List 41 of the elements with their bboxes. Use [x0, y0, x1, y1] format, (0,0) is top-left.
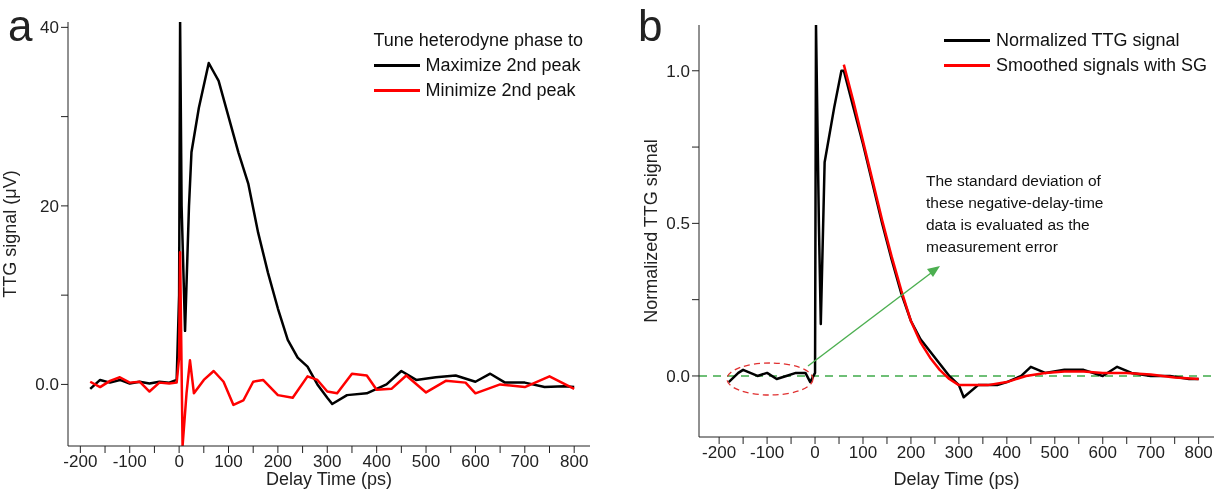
y-tick-label: 1.0 — [666, 61, 690, 81]
x-tick-label: -100 — [112, 452, 147, 472]
x-tick-label: 300 — [313, 452, 342, 472]
legend-label: Smoothed signals with SG — [995, 54, 1207, 77]
y-tick-label: 0.0 — [666, 367, 690, 386]
legend-title: Tune heterodyne phase to — [373, 29, 583, 52]
annotation: The standard deviation of these negative-delay-time data is evaluated as the measurement error — [926, 171, 1105, 257]
x-tick-label: 500 — [1040, 443, 1069, 463]
x-tick-label: 800 — [560, 452, 589, 472]
x-tick-label: 400 — [362, 452, 391, 472]
y-axis-title: TTG signal (μV) — [0, 170, 21, 298]
x-tick-label: 300 — [944, 443, 974, 463]
y-tick-label: 0.5 — [666, 214, 690, 234]
chart-title: a — [8, 1, 33, 50]
y-tick-label: 40 — [40, 18, 59, 38]
x-tick-label: 600 — [1088, 443, 1117, 463]
x-tick-label: 100 — [214, 452, 243, 472]
legend-label: Maximize 2nd peak — [425, 54, 581, 77]
x-tick-label: -100 — [750, 443, 785, 463]
y-tick-label: 20 — [40, 196, 59, 216]
x-tick-label: -200 — [702, 443, 737, 463]
x-tick-label: 100 — [848, 443, 878, 463]
x-tick-label: 800 — [1184, 443, 1213, 463]
y-axis-title: Normalized TTG signal — [641, 139, 662, 323]
x-tick-label: 200 — [896, 443, 926, 463]
x-tick-label: 0 — [174, 452, 184, 472]
x-axis-title: Delay Time (ps) — [265, 469, 393, 489]
line-series — [88, 251, 576, 446]
x-tick-label: 500 — [411, 452, 441, 472]
legend-label: Normalized TTG signal — [995, 29, 1180, 52]
x-tick-label: 600 — [461, 452, 490, 472]
x-tick-label: 400 — [992, 443, 1022, 463]
x-tick-label: -200 — [63, 452, 98, 472]
x-tick-label: 700 — [510, 452, 539, 472]
x-axis-title: Delay Time (ps) — [893, 469, 1020, 489]
chart-title: b — [638, 1, 663, 50]
x-tick-label: 700 — [1136, 443, 1165, 463]
x-tick-label: 200 — [263, 452, 293, 472]
y-tick-label: 0.0 — [35, 375, 59, 395]
x-tick-label: 0 — [810, 443, 820, 463]
legend-label: Minimize 2nd peak — [425, 79, 576, 102]
